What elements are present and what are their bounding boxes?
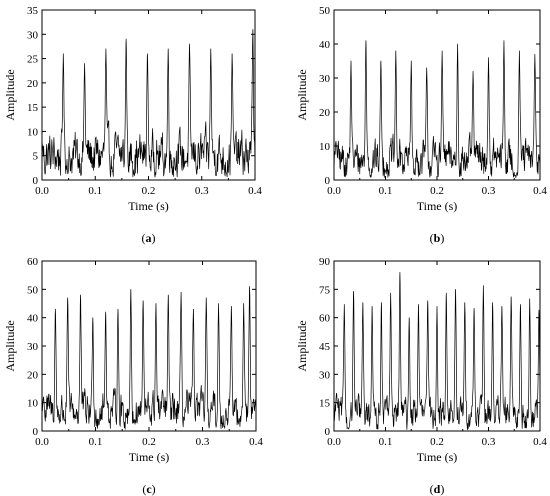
y-tick-label: 50 (319, 5, 331, 17)
y-tick-label: 30 (319, 369, 331, 381)
y-tick-label: 40 (27, 313, 39, 325)
y-axis-title: Amplitude (3, 320, 17, 371)
x-tick-label: 0.2 (142, 185, 156, 197)
y-tick-label: 0 (325, 426, 331, 438)
chart-panel-c: 0.0 0.1 0.2 0.3 0.4 0 10 20 30 40 50 60 Time (s) Ampl… (3, 256, 263, 496)
x-axis-title: Time (s) (128, 199, 169, 213)
y-tick-label: 60 (319, 313, 331, 325)
x-tick-label: 0.1 (88, 185, 102, 197)
y-axis-title: Amplitude (3, 69, 17, 120)
chart-panel-d: 0.0 0.1 0.2 0.3 0.4 0 15 30 45 60 75 90 Time (s) Ampl… (295, 256, 547, 496)
y-tick-label: 10 (27, 398, 39, 410)
y-tick-label: 0 (33, 426, 39, 438)
x-tick-label: 0.1 (379, 436, 393, 448)
x-tick-label: 0.0 (35, 185, 49, 197)
x-tick-label: 0.4 (533, 185, 547, 197)
y-tick-label: 90 (319, 256, 331, 268)
x-tick-label: 0.3 (196, 436, 210, 448)
y-tick-label: 20 (27, 78, 39, 90)
chart-panel-b: 0.0 0.1 0.2 0.3 0.4 0 10 20 30 40 50 Time (s) Amplit… (295, 5, 547, 245)
y-axis-title: Amplitude (295, 320, 309, 371)
x-tick-label: 0.3 (482, 436, 496, 448)
x-tick-label: 0.4 (533, 436, 547, 448)
y-tick-label: 75 (319, 284, 331, 296)
panel-label: (c) (142, 482, 155, 496)
y-tick-label: 45 (319, 341, 331, 353)
x-tick-label: 0.1 (379, 185, 393, 197)
y-tick-label: 20 (27, 369, 39, 381)
y-tick-label: 50 (27, 284, 39, 296)
signal-line (41, 286, 257, 430)
y-tick-label: 0 (33, 175, 39, 187)
x-tick-label: 0.4 (249, 436, 263, 448)
panel-label: (b) (430, 231, 445, 245)
x-axis-title: Time (s) (417, 199, 458, 213)
y-tick-label: 30 (319, 73, 331, 85)
plot-frame (333, 260, 541, 432)
y-tick-label: 5 (33, 151, 39, 163)
y-tick-label: 15 (27, 102, 39, 114)
y-tick-label: 30 (27, 341, 39, 353)
y-tick-label: 40 (319, 39, 331, 51)
x-tick-label: 0.4 (248, 185, 262, 197)
y-axis-title: Amplitude (295, 69, 309, 120)
x-tick-label: 0.0 (35, 436, 49, 448)
y-tick-label: 10 (319, 141, 331, 153)
x-axis-title: Time (s) (129, 450, 170, 464)
x-tick-label: 0.1 (89, 436, 103, 448)
y-tick-label: 25 (27, 54, 39, 66)
x-axis-title: Time (s) (417, 450, 458, 464)
plot-frame (41, 260, 257, 432)
signal-line (333, 271, 541, 431)
x-tick-label: 0.2 (430, 436, 444, 448)
y-tick-label: 35 (27, 5, 39, 17)
x-tick-label: 0.2 (430, 185, 444, 197)
signal-line (333, 40, 541, 179)
chart-panel-a: 0.0 0.1 0.2 0.3 0.4 0 5 10 15 20 25 30 35 Time (s) Amp… (3, 5, 262, 245)
x-tick-label: 0.0 (327, 436, 341, 448)
y-tick-label: 10 (27, 126, 39, 138)
y-tick-label: 0 (325, 175, 331, 187)
panel-label: (d) (430, 482, 445, 496)
x-tick-label: 0.3 (195, 185, 209, 197)
y-tick-label: 60 (27, 256, 39, 268)
panel-label: (a) (142, 231, 156, 245)
signal-line (41, 29, 256, 178)
y-tick-label: 20 (319, 107, 331, 119)
y-tick-label: 30 (27, 29, 39, 41)
y-tick-label: 15 (319, 398, 331, 410)
x-tick-label: 0.2 (142, 436, 156, 448)
x-tick-label: 0.0 (327, 185, 341, 197)
x-tick-label: 0.3 (482, 185, 496, 197)
